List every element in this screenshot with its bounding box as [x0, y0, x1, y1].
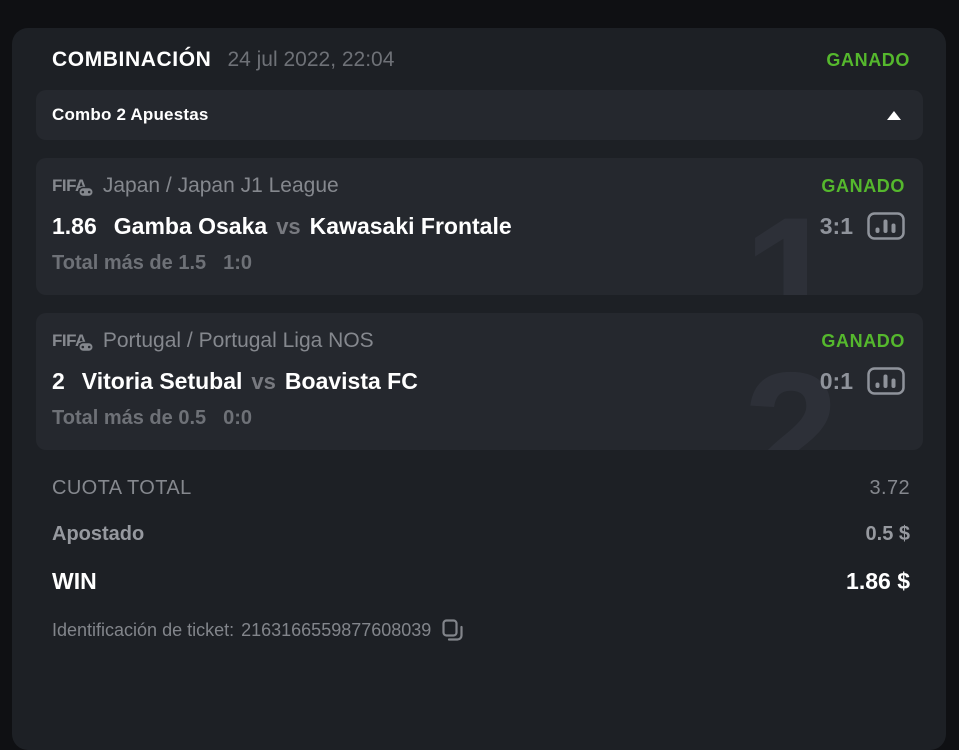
win-label: WIN: [52, 568, 97, 594]
stake-value: 0.5 $: [865, 523, 910, 545]
bet-match-row: 1.86 Gamba Osaka vs Kawasaki Frontale 3:1: [52, 212, 905, 240]
combo-toggle-bar[interactable]: Combo 2 Apuestas: [36, 90, 923, 140]
match-teams: Gamba Osaka vs Kawasaki Frontale: [114, 213, 512, 240]
win-row: WIN 1.86 $: [12, 568, 946, 595]
match-score: 0:1: [819, 367, 853, 394]
bet-match-row: 2 Vitoria Setubal vs Boavista FC 0:1: [52, 367, 905, 395]
bet-slip-panel: COMBINACIÓN 24 jul 2022, 22:04 GANADO Co…: [12, 28, 946, 750]
stake-row: Apostado 0.5 $: [12, 523, 946, 546]
bet-odds: 2: [52, 367, 65, 394]
bet-market-row: Total más de 0.5 0:0: [52, 407, 905, 430]
bet-league-row: FIFA Portugal / Portugal Liga NOS GANADO: [52, 329, 905, 353]
ticket-id: 2163166559877608039: [241, 620, 432, 640]
ticket-row: Identificación de ticket: 21631665598776…: [12, 619, 946, 642]
bet-number-watermark: 2: [743, 337, 839, 450]
away-team: Boavista FC: [284, 367, 418, 394]
bet-league-row: FIFA Japan / Japan J1 League GANADO: [52, 174, 905, 198]
stake-label: Apostado: [52, 523, 145, 545]
league-name: Portugal / Portugal Liga NOS: [102, 329, 374, 352]
slip-status-badge: GANADO: [826, 49, 910, 70]
match-teams: Vitoria Setubal vs Boavista FC: [82, 368, 418, 395]
win-value: 1.86 $: [846, 568, 910, 594]
bar-chart-icon: [867, 212, 905, 240]
away-team: Kawasaki Frontale: [309, 212, 512, 239]
slip-header: COMBINACIÓN 24 jul 2022, 22:04 GANADO: [12, 28, 946, 84]
market-name: Total más de 0.5: [52, 407, 207, 429]
match-stats-button[interactable]: [867, 212, 905, 240]
ticket-label: Identificación de ticket:: [52, 620, 235, 640]
match-stats-button[interactable]: [867, 367, 905, 395]
fifa-esports-icon: FIFA: [52, 331, 94, 353]
home-team: Gamba Osaka: [113, 212, 268, 239]
slip-type-title: COMBINACIÓN: [52, 48, 212, 71]
bet-status-badge: GANADO: [821, 330, 905, 351]
bet-odds: 1.86: [52, 212, 97, 239]
league-name: Japan / Japan J1 League: [102, 174, 339, 197]
fifa-esports-icon: FIFA: [52, 176, 94, 198]
market-score: 1:0: [223, 252, 253, 274]
bet-card-2: 2 FIFA Portugal / Portugal Liga NOS GANA…: [36, 313, 923, 450]
slip-datetime: 24 jul 2022, 22:04: [227, 48, 395, 71]
market-name: Total más de 1.5: [52, 252, 207, 274]
vs-label: vs: [276, 213, 301, 239]
copy-icon: [442, 619, 463, 641]
total-odds-row: CUOTA TOTAL 3.72: [12, 477, 946, 500]
total-odds-label: CUOTA TOTAL: [52, 477, 192, 499]
gamepad-icon: [77, 186, 94, 198]
bet-market-row: Total más de 1.5 1:0: [52, 252, 905, 275]
total-odds-value: 3.72: [869, 477, 910, 499]
bet-card-1: 1 FIFA Japan / Japan J1 League GANADO 1.…: [36, 158, 923, 295]
combo-label: Combo 2 Apuestas: [52, 105, 209, 124]
home-team: Vitoria Setubal: [81, 367, 243, 394]
bet-status-badge: GANADO: [821, 175, 905, 196]
market-score: 0:0: [223, 407, 253, 429]
match-score: 3:1: [819, 212, 853, 239]
chevron-up-icon: [887, 110, 901, 120]
bet-number-watermark: 1: [743, 182, 839, 295]
bar-chart-icon: [867, 367, 905, 395]
copy-ticket-button[interactable]: [442, 619, 463, 642]
vs-label: vs: [251, 368, 276, 394]
gamepad-icon: [77, 341, 94, 353]
